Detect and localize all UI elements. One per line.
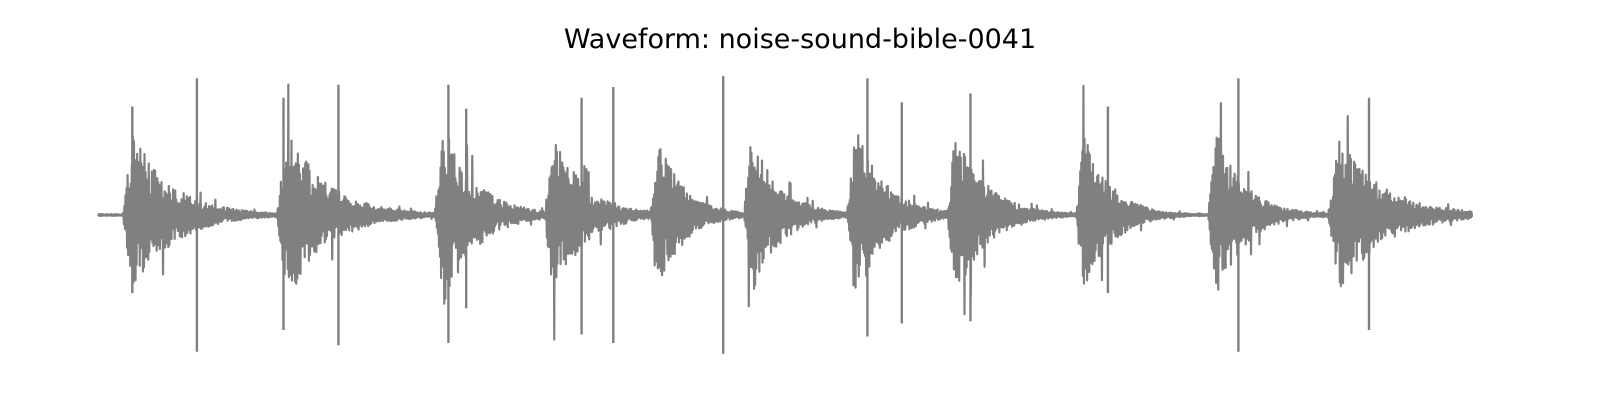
chart-title: Waveform: noise-sound-bible-0041 [563,24,1037,55]
waveform-series [97,76,1474,354]
waveform-line [97,83,1474,341]
